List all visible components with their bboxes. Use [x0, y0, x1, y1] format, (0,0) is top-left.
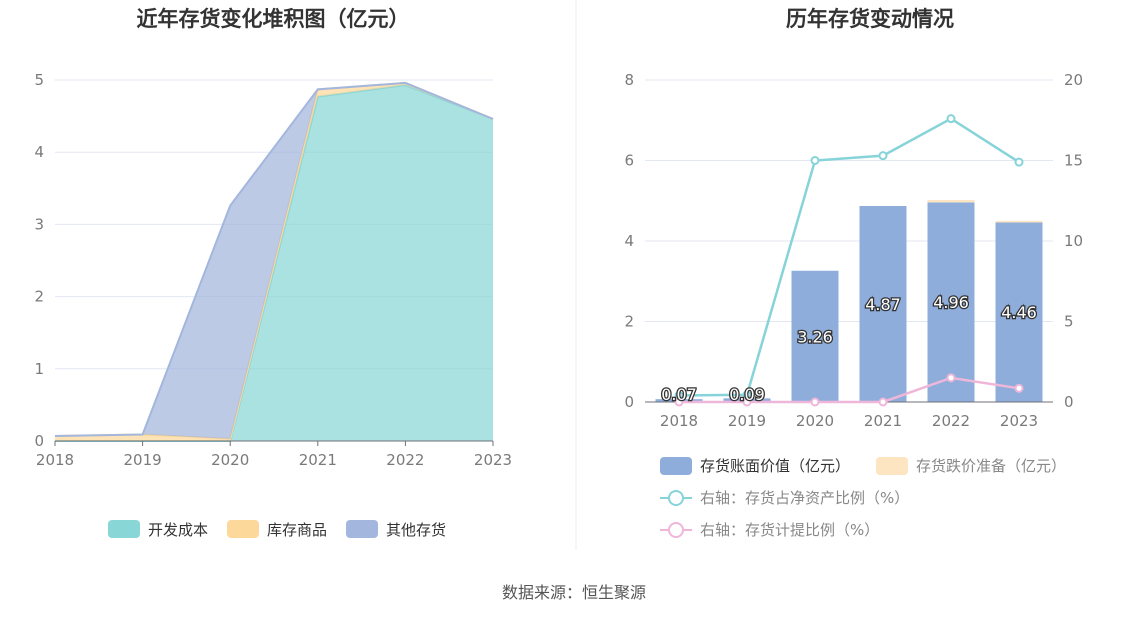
x-tick-label: 2021 [864, 412, 902, 430]
stacked-area-chart: 近年存货变化堆积图（亿元） 0 1 2 3 4 5 2018 2019 2020 2021 202… [34, 7, 512, 539]
x-tick-label: 2023 [1000, 412, 1038, 430]
bar-line-chart: 历年存货变动情况 0.07 0.093.264.87 4.964.46 02468 … [624, 7, 1083, 539]
y-tick-label: 1 [34, 360, 44, 378]
y-tick-label: 4 [624, 232, 634, 250]
area-series-2 [55, 82, 493, 439]
legend-item: 其他存货 [346, 520, 446, 539]
bar-value-label: 4.46 [1001, 303, 1037, 322]
right-line-series [674, 114, 1024, 407]
x-tick-label: 2020 [211, 451, 249, 469]
legend-marker [668, 490, 684, 506]
bar-value-label: 0.07 [661, 385, 697, 404]
data-source-text: 数据来源：恒生聚源 [502, 583, 646, 602]
legend-swatch [108, 520, 140, 538]
legend-label: 其他存货 [386, 521, 446, 539]
legend-item: 存货跌价准备（亿元） [876, 457, 1066, 475]
bar-value-label: 4.96 [933, 293, 969, 312]
area-series-0 [55, 85, 493, 441]
x-tick-label: 2020 [796, 412, 834, 430]
line-series-0 [678, 117, 1020, 397]
x-tick-label: 2018 [36, 451, 74, 469]
left-area-series [54, 81, 494, 442]
y-tick-label: 2 [624, 313, 634, 331]
y-tick-label: 8 [624, 71, 634, 89]
area-edge-2 [54, 81, 494, 437]
y2-tick-label: 5 [1064, 313, 1074, 331]
legend-label: 存货账面价值（亿元） [700, 457, 850, 475]
legend-swatch [227, 520, 259, 538]
bar-book-value [995, 222, 1043, 402]
bar-value-label: 4.87 [865, 295, 901, 314]
bar-book-value [859, 205, 907, 402]
legend-item: 开发成本 [108, 520, 208, 539]
left-legend: 开发成本 库存商品 其他存货 [108, 520, 446, 539]
line-point-1 [878, 397, 888, 407]
left-chart-title: 近年存货变化堆积图（亿元） [137, 7, 410, 31]
legend-label: 右轴：存货计提比例（%） [700, 521, 879, 539]
x-tick-label: 2018 [660, 412, 698, 430]
bar-value-label: 3.26 [797, 327, 833, 346]
legend-marker [668, 522, 684, 538]
right-left-y-axis: 0 2 4 6 8 [624, 71, 634, 411]
y2-tick-label: 10 [1064, 232, 1083, 250]
x-tick-label: 2023 [474, 451, 512, 469]
legend-label: 库存商品 [267, 521, 327, 539]
legend-item: 库存商品 [227, 520, 327, 539]
right-data-labels: 0.07 0.09 3.26 4.87 4.96 4.46 [660, 292, 1038, 405]
bar-value-label: 0.09 [729, 385, 765, 404]
legend-item: 存货账面价值（亿元） [660, 457, 850, 475]
y-tick-label: 5 [34, 71, 44, 89]
line-point-1 [674, 397, 684, 407]
line-point-1 [946, 373, 956, 383]
right-bar-series [645, 199, 1053, 403]
legend-swatch [660, 457, 692, 475]
y-tick-label: 6 [624, 152, 634, 170]
right-right-y-axis: 0 5 10 15 20 [1064, 71, 1083, 411]
legend-label: 存货跌价准备（亿元） [916, 457, 1066, 475]
legend-item: 右轴：存货计提比例（%） [660, 521, 879, 539]
y-tick-label: 2 [34, 288, 44, 306]
left-x-axis: 2018 2019 2020 2021 2022 2023 [36, 441, 512, 469]
right-x-axis: 2018 2019 2020 2021 2022 2023 [660, 412, 1038, 430]
bar-impairment [995, 220, 1043, 223]
bar-book-value [791, 270, 839, 402]
legend-label: 开发成本 [148, 521, 208, 539]
line-point-0 [1014, 157, 1024, 167]
line-point-1 [810, 397, 820, 407]
y-tick-label: 4 [34, 143, 44, 161]
y2-tick-label: 0 [1064, 393, 1074, 411]
y2-tick-label: 15 [1064, 152, 1083, 170]
bar-impairment [927, 199, 975, 203]
x-tick-label: 2022 [932, 412, 970, 430]
y-tick-label: 0 [624, 393, 634, 411]
right-chart-title: 历年存货变动情况 [786, 7, 954, 31]
right-gridlines [645, 79, 1053, 322]
line-point-0 [878, 151, 888, 161]
bar-book-value [927, 202, 975, 402]
x-tick-label: 2022 [386, 451, 424, 469]
legend-swatch [876, 457, 908, 475]
x-tick-label: 2019 [124, 451, 162, 469]
y2-tick-label: 20 [1064, 71, 1083, 89]
line-point-1 [1014, 383, 1024, 393]
y-tick-label: 0 [34, 432, 44, 450]
right-legend: 存货账面价值（亿元） 存货跌价准备（亿元） 右轴：存货占净资产比例（%） 右轴：存货计… [660, 457, 1066, 539]
legend-item: 右轴：存货占净资产比例（%） [660, 489, 909, 507]
legend-swatch [346, 520, 378, 538]
line-point-0 [946, 114, 956, 124]
line-point-1 [742, 397, 752, 407]
x-tick-label: 2021 [299, 451, 337, 469]
legend-label: 右轴：存货占净资产比例（%） [700, 489, 909, 507]
line-series-1 [679, 376, 1020, 404]
line-point-0 [810, 156, 820, 165]
y-tick-label: 3 [34, 215, 44, 233]
left-y-axis: 0 1 2 3 4 5 [34, 71, 44, 450]
x-tick-label: 2019 [728, 412, 766, 430]
